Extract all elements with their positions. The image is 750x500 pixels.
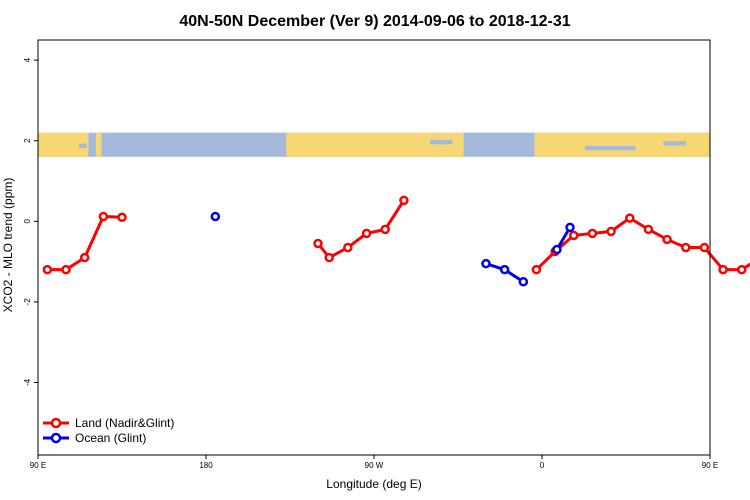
map-land-2	[286, 132, 434, 157]
x-tick-label-2: 90 W	[365, 461, 384, 470]
series-0-point-2-6	[643, 224, 654, 235]
series-0-point-1-2	[343, 242, 353, 253]
map-land-5	[534, 132, 542, 157]
legend-marker-1	[50, 432, 62, 444]
legend-label-1: Ocean (Glint)	[75, 431, 146, 445]
map-water-3	[663, 141, 686, 146]
series-0-point-0-0	[42, 264, 53, 275]
series-1-point-1-1	[499, 264, 510, 275]
series-0-point-2-3	[587, 228, 598, 239]
series-1-point-0-0	[210, 211, 221, 222]
series-0-point-2-7	[662, 234, 672, 245]
series-0-point-0-4	[117, 212, 127, 223]
y-axis-label: XCO2 - MLO trend (ppm)	[1, 178, 15, 313]
series-0-point-0-3	[98, 211, 109, 222]
y-tick-label-1: 2	[23, 138, 32, 143]
y-tick-label-0: 4	[23, 57, 32, 62]
map-water-2	[584, 145, 636, 151]
series-0-point-2-10	[718, 264, 728, 275]
series-0-point-2-0	[531, 264, 542, 275]
plot-area	[38, 132, 750, 287]
map-land-1	[95, 132, 102, 157]
legend-marker-0	[50, 417, 62, 429]
series-0-point-1-0	[313, 238, 323, 249]
series-0-point-2-5	[624, 213, 635, 223]
series-0-point-0-2	[79, 252, 90, 263]
y-tick-label-4: -4	[23, 378, 32, 386]
map-water-0	[79, 143, 87, 148]
y-tick-label-3: -2	[23, 298, 32, 306]
series-1-point-2-1	[565, 222, 575, 233]
series-0-point-2-8	[680, 242, 691, 253]
x-tick-label-1: 180	[199, 461, 213, 470]
chart-title: 40N-50N December (Ver 9) 2014-09-06 to 2…	[179, 13, 570, 30]
series-0-point-2-4	[606, 226, 616, 237]
legend-label-0: Land (Nadir&Glint)	[75, 416, 174, 430]
series-0-point-1-4	[380, 224, 390, 235]
x-axis-label: Longitude (deg E)	[326, 477, 421, 491]
x-tick-label-4: 90 E	[702, 461, 718, 470]
series-0-point-1-3	[361, 228, 372, 239]
series-0-point-0-1	[61, 264, 71, 275]
x-tick-label-3: 0	[540, 461, 545, 470]
series-0-point-2-2	[568, 230, 579, 241]
series-0-point-1-1	[324, 252, 334, 263]
series-0-point-2-9	[699, 242, 710, 253]
x-tick-label-0: 90 E	[30, 461, 46, 470]
series-0-point-1-5	[399, 195, 409, 206]
legend: Land (Nadir&Glint)Ocean (Glint)	[43, 416, 174, 445]
series-1-point-2-0	[552, 244, 562, 255]
series-0-line-1	[316, 199, 406, 260]
map-water-1	[430, 139, 453, 145]
plot-frame	[37, 39, 711, 456]
y-tick-label-2: 0	[23, 219, 32, 224]
series-0-point-2-11	[736, 264, 747, 275]
map-land-3	[433, 132, 464, 157]
series-1-point-1-2	[518, 276, 529, 287]
series-1-point-1-0	[481, 258, 491, 269]
